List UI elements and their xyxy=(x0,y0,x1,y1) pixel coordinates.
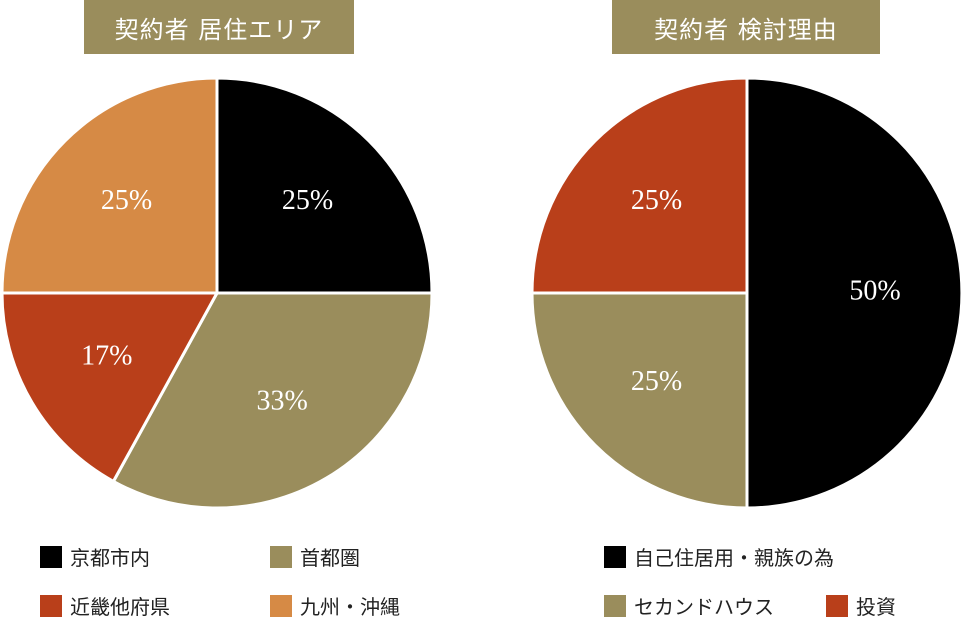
legend-item-shutoken: 首都圏 xyxy=(270,542,360,571)
legend-item-kyoto: 京都市内 xyxy=(40,542,150,571)
legend-swatch xyxy=(40,545,62,568)
legend-label: セカンドハウス xyxy=(634,595,774,619)
legend-label: 自己住居用・親族の為 xyxy=(634,546,834,570)
legend-swatch xyxy=(270,594,292,617)
pie-slice-label-2: 17% xyxy=(81,341,132,372)
legend-item-kinki: 近畿他府県 xyxy=(40,591,170,620)
pie-slice-3 xyxy=(0,76,219,295)
pie-slice-label-1: 33% xyxy=(256,386,307,417)
legend-item-kyushu: 九州・沖縄 xyxy=(270,591,400,620)
legend-item-own-use: 自己住居用・親族の為 xyxy=(604,542,834,571)
legend-swatch xyxy=(826,594,848,617)
pie-slice-label-1: 25% xyxy=(631,366,682,397)
pie-slice-0 xyxy=(215,76,434,295)
legend-item-second-house: セカンドハウス xyxy=(604,591,774,620)
legend-swatch xyxy=(604,594,626,617)
chart-title-residence: 契約者 居住エリア xyxy=(84,0,354,54)
legend-swatch xyxy=(40,594,62,617)
pie-slice-2 xyxy=(530,76,749,295)
legend-label: 投資 xyxy=(856,595,896,619)
legend-label: 近畿他府県 xyxy=(70,595,170,619)
pie-slice-1 xyxy=(111,291,434,510)
pie-slice-1 xyxy=(530,291,749,510)
pie-slice-0 xyxy=(745,76,964,510)
pie-slice-label-3: 25% xyxy=(101,185,152,216)
pie-slice-2 xyxy=(0,291,220,484)
pie-slice-label-0: 50% xyxy=(849,275,900,306)
pie-slice-label-0: 25% xyxy=(282,185,333,216)
legend-label: 京都市内 xyxy=(70,546,150,570)
legend-label: 九州・沖縄 xyxy=(300,595,400,619)
legend-swatch xyxy=(270,545,292,568)
chart-title-reason: 契約者 検討理由 xyxy=(612,0,880,54)
pie-slice-label-2: 25% xyxy=(631,185,682,216)
legend-item-investment: 投資 xyxy=(826,591,896,620)
legend-label: 首都圏 xyxy=(300,546,360,570)
legend-swatch xyxy=(604,545,626,568)
